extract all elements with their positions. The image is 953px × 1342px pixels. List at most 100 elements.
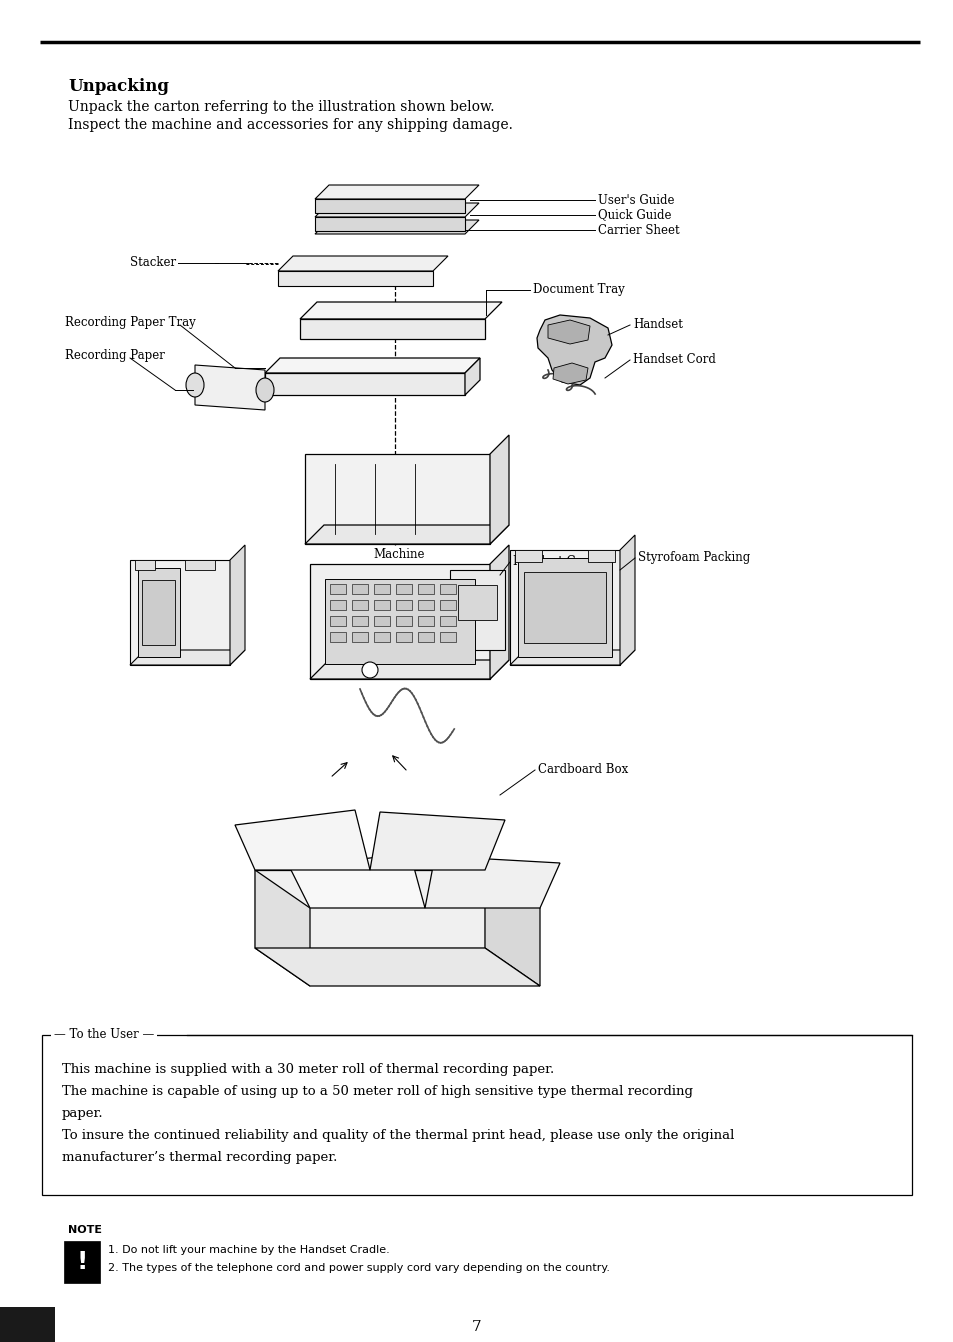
Text: Cardboard Box: Cardboard Box bbox=[537, 764, 628, 777]
Polygon shape bbox=[305, 525, 509, 544]
Text: NOTE: NOTE bbox=[68, 1225, 102, 1235]
Polygon shape bbox=[587, 550, 615, 562]
Text: Unpacking: Unpacking bbox=[68, 78, 169, 95]
Polygon shape bbox=[374, 632, 390, 641]
Text: Inspect the machine and accessories for any shipping damage.: Inspect the machine and accessories for … bbox=[68, 118, 513, 132]
Polygon shape bbox=[424, 856, 559, 909]
Text: 1. Do not lift your machine by the Handset Cradle.: 1. Do not lift your machine by the Hands… bbox=[108, 1245, 390, 1255]
Polygon shape bbox=[510, 650, 635, 666]
Text: Quick Guide: Quick Guide bbox=[598, 208, 671, 221]
Polygon shape bbox=[310, 660, 509, 679]
Polygon shape bbox=[314, 203, 478, 217]
Polygon shape bbox=[417, 600, 434, 611]
Polygon shape bbox=[395, 600, 412, 611]
Polygon shape bbox=[277, 271, 433, 286]
Polygon shape bbox=[517, 558, 612, 658]
Text: Recording Paper: Recording Paper bbox=[65, 349, 165, 362]
Text: — To the User —: — To the User — bbox=[54, 1028, 154, 1041]
Polygon shape bbox=[142, 580, 174, 646]
Text: Unpack the carton referring to the illustration shown below.: Unpack the carton referring to the illus… bbox=[68, 101, 494, 114]
Ellipse shape bbox=[255, 378, 274, 403]
Polygon shape bbox=[230, 545, 245, 666]
Polygon shape bbox=[490, 435, 509, 544]
Polygon shape bbox=[130, 560, 230, 666]
Polygon shape bbox=[265, 373, 464, 395]
Text: manufacturer’s thermal recording paper.: manufacturer’s thermal recording paper. bbox=[62, 1151, 337, 1164]
Polygon shape bbox=[130, 650, 245, 666]
Polygon shape bbox=[374, 616, 390, 625]
Polygon shape bbox=[138, 568, 180, 658]
Polygon shape bbox=[352, 584, 368, 595]
Polygon shape bbox=[314, 185, 478, 199]
Polygon shape bbox=[310, 564, 490, 679]
Polygon shape bbox=[314, 199, 464, 213]
Text: Carrier Sheet: Carrier Sheet bbox=[598, 224, 679, 236]
Text: Recording Paper Tray: Recording Paper Tray bbox=[65, 317, 195, 330]
Polygon shape bbox=[277, 256, 448, 271]
Polygon shape bbox=[515, 550, 541, 562]
Polygon shape bbox=[290, 854, 424, 909]
Polygon shape bbox=[254, 870, 310, 986]
Polygon shape bbox=[234, 811, 370, 870]
Polygon shape bbox=[537, 315, 612, 385]
Text: To insure the continued reliability and quality of the thermal print head, pleas: To insure the continued reliability and … bbox=[62, 1129, 734, 1142]
Polygon shape bbox=[352, 616, 368, 625]
Polygon shape bbox=[439, 632, 456, 641]
Circle shape bbox=[361, 662, 377, 678]
Polygon shape bbox=[417, 584, 434, 595]
Polygon shape bbox=[450, 570, 504, 650]
Polygon shape bbox=[194, 365, 265, 411]
Polygon shape bbox=[619, 535, 635, 666]
Polygon shape bbox=[325, 578, 475, 664]
Polygon shape bbox=[305, 454, 490, 544]
Text: Handset Cradle: Handset Cradle bbox=[513, 556, 606, 569]
Polygon shape bbox=[417, 616, 434, 625]
Polygon shape bbox=[299, 302, 501, 319]
Text: Stacker: Stacker bbox=[130, 256, 176, 270]
Text: Document Tray: Document Tray bbox=[533, 283, 624, 297]
FancyBboxPatch shape bbox=[42, 1035, 911, 1194]
Polygon shape bbox=[254, 947, 539, 986]
Polygon shape bbox=[374, 584, 390, 595]
Polygon shape bbox=[299, 319, 484, 340]
Polygon shape bbox=[374, 600, 390, 611]
Polygon shape bbox=[330, 616, 346, 625]
Polygon shape bbox=[547, 319, 589, 344]
Polygon shape bbox=[254, 870, 484, 947]
Polygon shape bbox=[484, 870, 539, 986]
FancyBboxPatch shape bbox=[0, 1307, 55, 1342]
Text: User's Guide: User's Guide bbox=[598, 193, 674, 207]
Text: !: ! bbox=[76, 1249, 88, 1274]
Polygon shape bbox=[314, 217, 464, 231]
Polygon shape bbox=[330, 584, 346, 595]
Polygon shape bbox=[510, 550, 619, 666]
Polygon shape bbox=[135, 560, 154, 570]
Polygon shape bbox=[395, 584, 412, 595]
Ellipse shape bbox=[186, 373, 204, 397]
Polygon shape bbox=[417, 632, 434, 641]
Polygon shape bbox=[439, 600, 456, 611]
Polygon shape bbox=[185, 560, 214, 570]
Text: 7: 7 bbox=[472, 1321, 481, 1334]
Text: 2. The types of the telephone cord and power supply cord vary depending on the c: 2. The types of the telephone cord and p… bbox=[108, 1263, 609, 1274]
Text: Handset: Handset bbox=[633, 318, 682, 331]
Polygon shape bbox=[352, 632, 368, 641]
Text: This machine is supplied with a 30 meter roll of thermal recording paper.: This machine is supplied with a 30 meter… bbox=[62, 1063, 554, 1076]
Text: Styrofoam Packing: Styrofoam Packing bbox=[638, 552, 749, 565]
Polygon shape bbox=[439, 584, 456, 595]
Polygon shape bbox=[314, 220, 478, 234]
Polygon shape bbox=[457, 585, 497, 620]
Polygon shape bbox=[395, 616, 412, 625]
Text: The machine is capable of using up to a 50 meter roll of high sensitive type the: The machine is capable of using up to a … bbox=[62, 1084, 692, 1098]
FancyBboxPatch shape bbox=[64, 1241, 100, 1283]
Polygon shape bbox=[523, 572, 605, 643]
Polygon shape bbox=[265, 358, 479, 373]
Text: Handset Cord: Handset Cord bbox=[633, 353, 715, 366]
Polygon shape bbox=[553, 362, 587, 384]
Text: Machine: Machine bbox=[373, 548, 424, 561]
Polygon shape bbox=[330, 632, 346, 641]
Polygon shape bbox=[439, 616, 456, 625]
Polygon shape bbox=[352, 600, 368, 611]
Polygon shape bbox=[395, 632, 412, 641]
Polygon shape bbox=[370, 812, 504, 870]
